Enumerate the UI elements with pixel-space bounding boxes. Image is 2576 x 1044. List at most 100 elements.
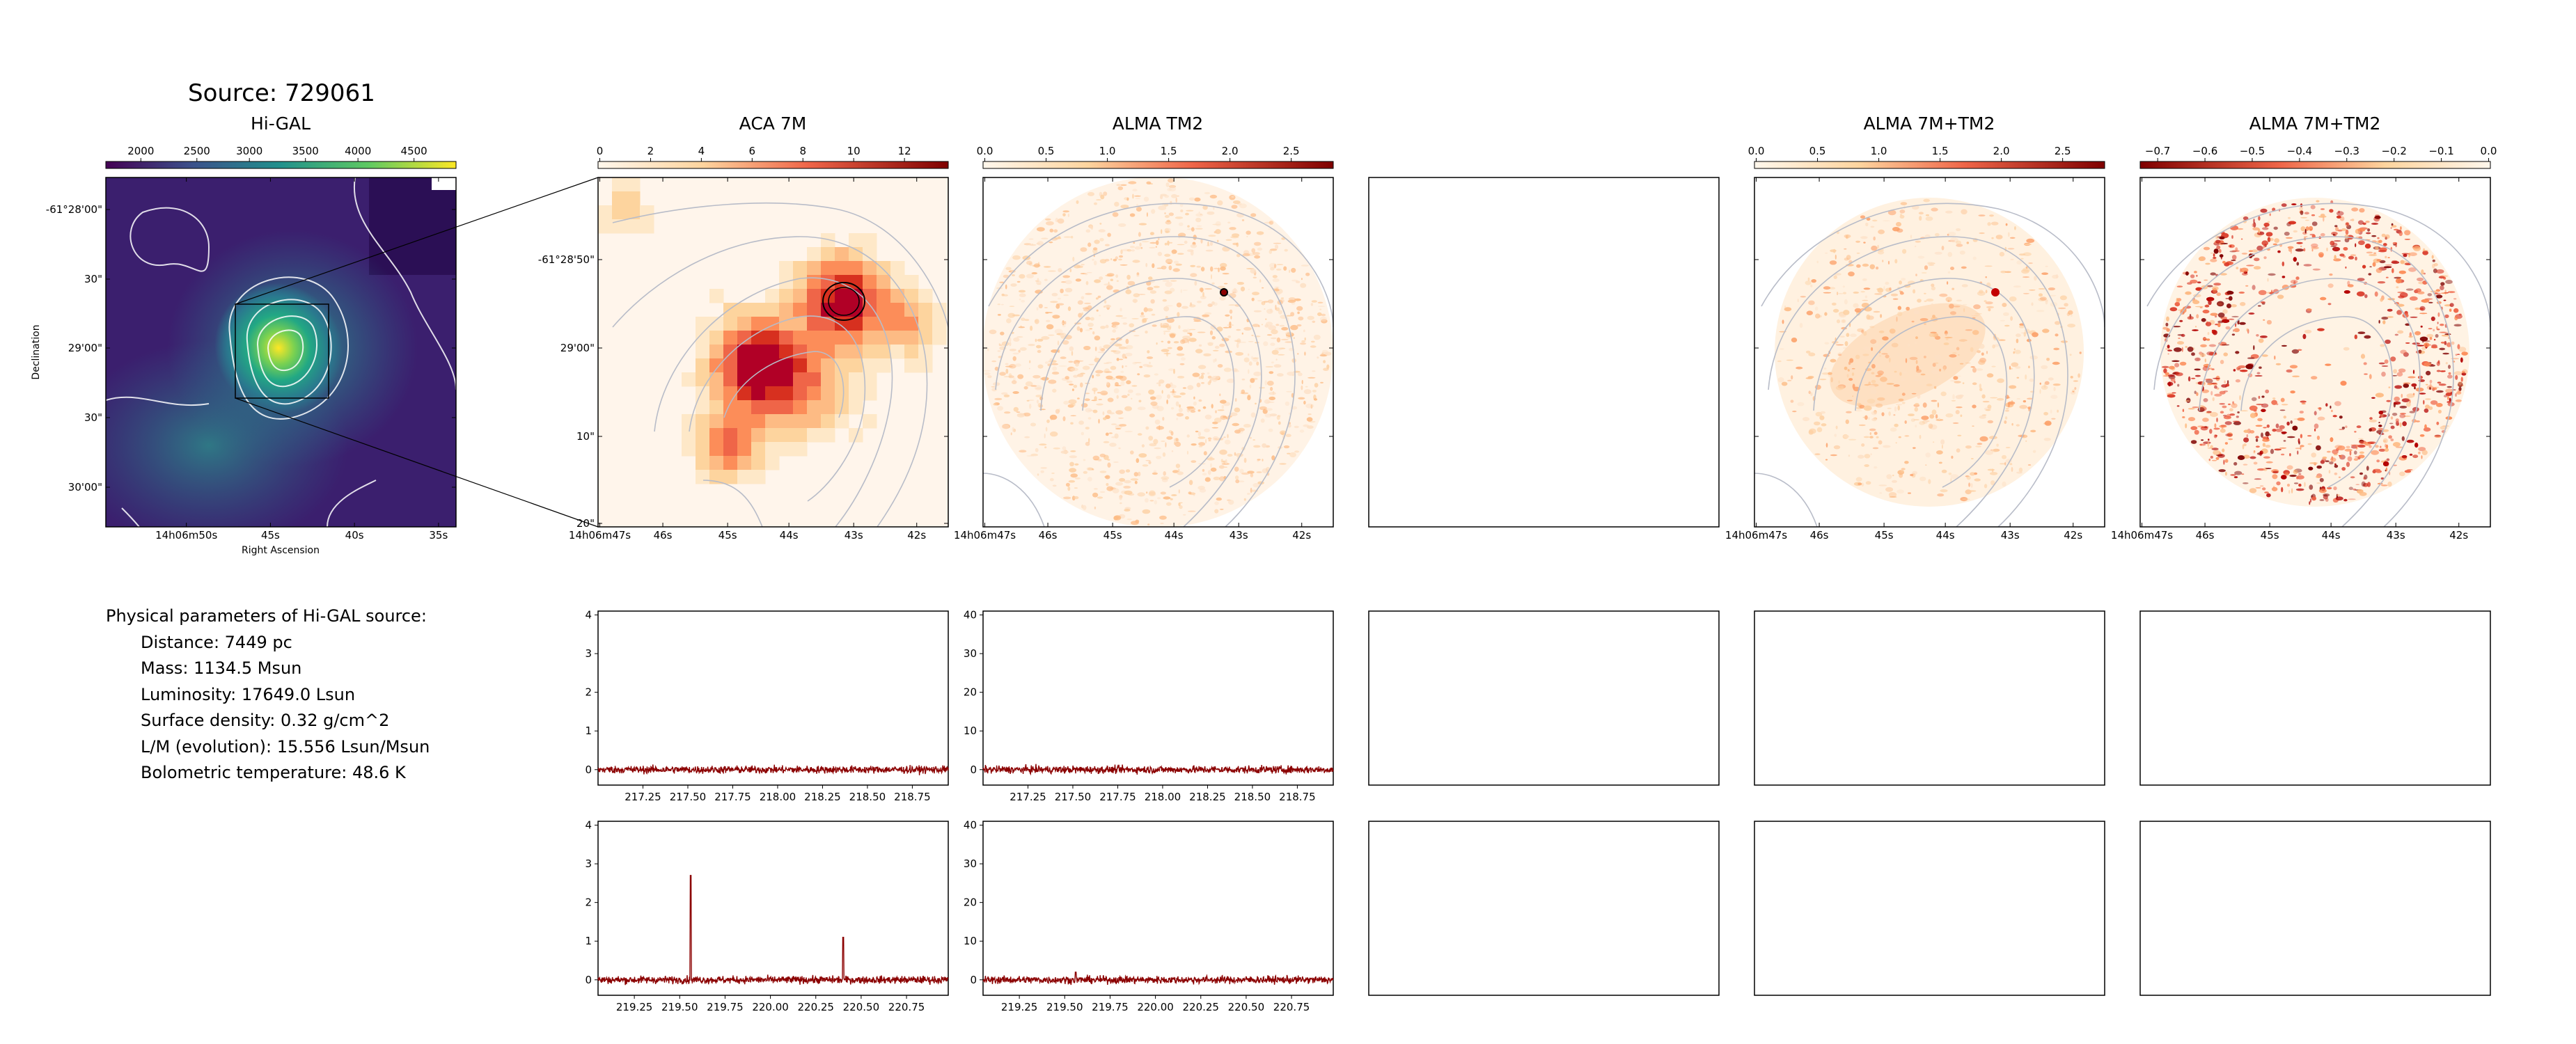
x-tick-label: 220.25 — [797, 1001, 834, 1013]
colorbar-tick-label: −0.5 — [2240, 145, 2265, 157]
empty-spectrum-r2c4 — [1754, 821, 2105, 996]
combo-axes: 14h06m47s 46s 45s 44s 43s 42s — [1725, 177, 2105, 541]
x-tick-label: 218.25 — [804, 791, 841, 803]
higal-panel: Hi-GAL 2000 2500 3000 3500 4000 4500 — [31, 113, 457, 556]
x-tick-label: 45s — [1875, 529, 1894, 541]
y-tick-label: 4 — [585, 819, 592, 832]
colorbar-tick-label: −0.6 — [2192, 145, 2217, 157]
x-tick-label: 219.25 — [616, 1001, 653, 1013]
x-tick-label: 218.50 — [849, 791, 886, 803]
colorbar-tick-label: 1.5 — [1161, 145, 1177, 157]
y-tick-label: 3 — [585, 647, 592, 660]
param-luminosity: Luminosity: 17649.0 Lsun — [141, 685, 355, 704]
param-bolometric-temperature: Bolometric temperature: 48.6 K — [141, 763, 407, 782]
higal-colorbar — [105, 161, 457, 169]
empty-spectrum-r2c5 — [2139, 821, 2491, 996]
x-tick-label: 35s — [429, 529, 448, 541]
x-tick-label: 220.00 — [1137, 1001, 1174, 1013]
colorbar-tick-label: 0.0 — [1748, 145, 1765, 157]
colorbar-tick-label: 12 — [898, 145, 911, 157]
x-tick-label: 220.50 — [1228, 1001, 1265, 1013]
higal-ylabel: Declination — [31, 324, 42, 379]
y-tick-label: 10 — [964, 725, 977, 737]
higal-title: Hi-GAL — [251, 113, 311, 134]
physical-parameters: Physical parameters of Hi-GAL source: Di… — [106, 606, 430, 782]
y-tick-label: 0 — [970, 764, 977, 776]
residual-colorbar-ticks: −0.7 −0.6 −0.5 −0.4 −0.3 −0.2 −0.1 0.0 — [2145, 145, 2497, 161]
x-tick-label: 219.25 — [1001, 1001, 1038, 1013]
x-tick-label: 218.00 — [1145, 791, 1181, 803]
x-tick-label: 14h06m50s — [155, 529, 217, 541]
x-tick-label: 217.50 — [670, 791, 707, 803]
spectrum-tm2_spw1: 0 10 20 30 40 217.25 217.50 217.75 218.00 218.25 2… — [964, 609, 1334, 803]
colorbar-tick-label: 10 — [847, 145, 861, 157]
x-tick-label: 45s — [2261, 529, 2279, 541]
colorbar-tick-label: 0.0 — [2481, 145, 2497, 157]
y-tick-label: 10" — [576, 430, 595, 443]
colorbar-tick-label: −0.7 — [2145, 145, 2170, 157]
tm2-colorbar — [982, 161, 1334, 169]
y-tick-label: 30" — [84, 273, 102, 285]
x-tick-label: 218.50 — [1234, 791, 1271, 803]
colorbar-tick-label: 4000 — [345, 145, 371, 157]
x-tick-label: 43s — [2387, 529, 2405, 541]
colorbar-tick-label: 8 — [799, 145, 806, 157]
x-tick-label: 218.00 — [760, 791, 796, 803]
y-tick-label: 2 — [585, 896, 592, 909]
colorbar-tick-label: 3000 — [236, 145, 262, 157]
colorbar-tick-label: 2 — [647, 145, 654, 157]
colorbar-tick-label: 0.5 — [1038, 145, 1055, 157]
aca7m-colorbar — [597, 161, 949, 169]
colorbar-tick-label: 1.0 — [1871, 145, 1887, 157]
x-tick-label: 43s — [1230, 529, 1248, 541]
x-tick-label: 220.25 — [1182, 1001, 1219, 1013]
combo-title: ALMA 7M+TM2 — [1864, 113, 1995, 134]
x-tick-label: 219.50 — [661, 1001, 698, 1013]
zoom-connector-bottom — [235, 397, 599, 528]
empty-spectrum-r1c5 — [2139, 610, 2491, 786]
spectrum-aca7m_spw1: 0 1 2 3 4 217.25 217.50 217.75 218.00 218.25 218.5… — [585, 609, 949, 803]
colorbar-tick-label: 2.5 — [2055, 145, 2071, 157]
combo-colorbar-ticks: 0.0 0.5 1.0 1.5 2.0 2.5 — [1748, 145, 2071, 161]
x-tick-label: 217.25 — [1010, 791, 1046, 803]
spectrum-aca7m_spw2: 0 1 2 3 4 219.25 219.50 219.75 220.00 220.25 220.5… — [585, 819, 949, 1013]
param-lm-evolution: L/M (evolution): 15.556 Lsun/Msun — [141, 737, 430, 757]
aca7m-panel: ACA 7M 0 2 4 6 8 10 12 14h06m47s 46s 45s 44s 43s 42… — [538, 113, 949, 541]
colorbar-tick-label: 0.5 — [1809, 145, 1826, 157]
param-surface-density: Surface density: 0.32 g/cm^2 — [141, 711, 389, 730]
colorbar-tick-label: 2.5 — [1283, 145, 1300, 157]
colorbar-tick-label: 6 — [749, 145, 756, 157]
colorbar-tick-label: −0.3 — [2334, 145, 2359, 157]
y-tick-label: 40 — [964, 819, 977, 832]
x-tick-label: 46s — [654, 529, 673, 541]
tm2-panel: ALMA TM2 0.0 0.5 1.0 1.5 2.0 2.5 14h06m47s 46s… — [954, 113, 1334, 541]
colorbar-tick-label: 2000 — [127, 145, 154, 157]
y-tick-label: 30 — [964, 647, 977, 660]
combo-panel: ALMA 7M+TM2 0.0 0.5 1.0 1.5 2.0 2.5 14h06m47s… — [1725, 113, 2105, 541]
aca7m-beam-outer — [822, 282, 865, 321]
colorbar-tick-label: 2.0 — [1222, 145, 1239, 157]
x-tick-label: 217.50 — [1055, 791, 1092, 803]
colorbar-tick-label: 4 — [698, 145, 705, 157]
y-tick-label: 30" — [84, 411, 102, 424]
spectrum-frame — [597, 610, 949, 786]
x-tick-label: 44s — [780, 529, 799, 541]
colorbar-tick-label: −0.4 — [2287, 145, 2312, 157]
x-tick-label: 40s — [345, 529, 364, 541]
x-tick-label: 220.00 — [752, 1001, 789, 1013]
y-tick-label: 2 — [585, 686, 592, 699]
y-tick-label: -61°28'50" — [538, 253, 595, 266]
x-tick-label: 44s — [2322, 529, 2341, 541]
aca7m-beam-inner — [828, 287, 860, 316]
colorbar-tick-label: 2.0 — [1993, 145, 2010, 157]
y-tick-label: 0 — [970, 974, 977, 986]
combo-colorbar — [1754, 161, 2105, 169]
x-tick-label: 220.75 — [1273, 1001, 1310, 1013]
y-tick-label: 29'00" — [68, 342, 102, 354]
x-tick-label: 220.75 — [888, 1001, 925, 1013]
source-title: Source: 729061 — [188, 79, 375, 107]
param-mass: Mass: 1134.5 Msun — [141, 658, 301, 678]
spectrum-frame — [982, 610, 1334, 786]
spectrum-line — [982, 764, 1334, 776]
spectrum-frame — [982, 821, 1334, 996]
